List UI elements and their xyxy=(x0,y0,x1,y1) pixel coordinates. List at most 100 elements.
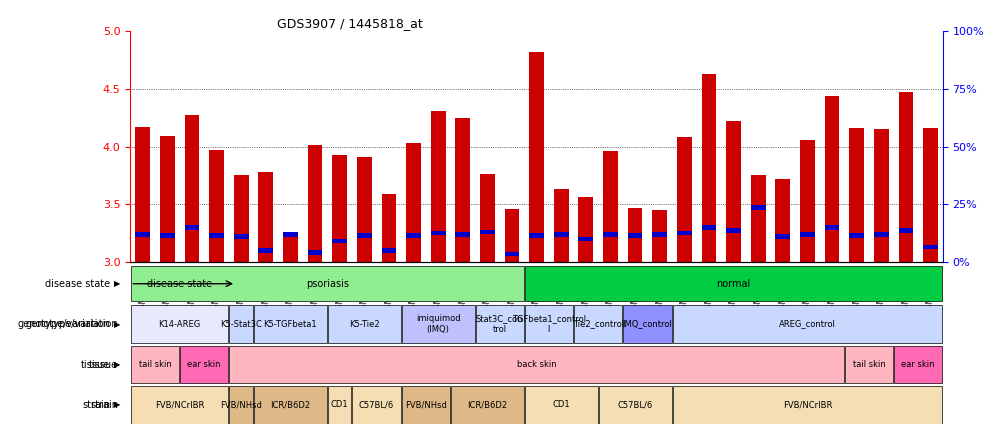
FancyBboxPatch shape xyxy=(475,305,523,343)
Bar xyxy=(602,232,617,237)
FancyBboxPatch shape xyxy=(254,305,327,343)
Bar xyxy=(357,157,372,262)
FancyBboxPatch shape xyxy=(401,386,450,424)
Text: tissue: tissue xyxy=(89,360,118,369)
Text: FVB/NHsd: FVB/NHsd xyxy=(405,400,446,409)
Bar xyxy=(700,74,715,262)
Text: genotype/variation: genotype/variation xyxy=(18,319,110,329)
Text: ▶: ▶ xyxy=(114,320,120,329)
Bar xyxy=(602,151,617,262)
FancyBboxPatch shape xyxy=(229,386,253,424)
Text: disease state: disease state xyxy=(45,279,110,289)
Bar xyxy=(233,234,248,239)
Bar xyxy=(430,231,445,235)
Text: CD1: CD1 xyxy=(331,400,348,409)
Bar xyxy=(308,145,322,262)
Text: tissue: tissue xyxy=(81,360,110,369)
Bar xyxy=(725,121,740,262)
FancyBboxPatch shape xyxy=(229,346,843,383)
FancyBboxPatch shape xyxy=(524,266,942,301)
Text: AREG_control: AREG_control xyxy=(779,320,835,329)
Bar xyxy=(750,206,765,210)
Bar xyxy=(775,179,790,262)
Bar xyxy=(849,233,863,238)
Text: FVB/NCrIBR: FVB/NCrIBR xyxy=(782,400,832,409)
FancyBboxPatch shape xyxy=(180,346,228,383)
Bar xyxy=(455,232,470,237)
FancyBboxPatch shape xyxy=(328,386,351,424)
Bar xyxy=(553,232,568,237)
FancyBboxPatch shape xyxy=(622,305,671,343)
Bar xyxy=(898,229,913,233)
Bar xyxy=(308,250,322,255)
Bar xyxy=(898,92,913,262)
Text: ICR/B6D2: ICR/B6D2 xyxy=(271,400,311,409)
Text: back skin: back skin xyxy=(516,360,556,369)
FancyBboxPatch shape xyxy=(598,386,671,424)
FancyBboxPatch shape xyxy=(893,346,942,383)
Text: IMQ_control: IMQ_control xyxy=(622,320,671,329)
Bar xyxy=(135,232,150,237)
FancyBboxPatch shape xyxy=(844,346,892,383)
Bar xyxy=(184,225,199,230)
Bar xyxy=(381,194,396,262)
Bar xyxy=(800,139,814,262)
FancyBboxPatch shape xyxy=(524,305,572,343)
Text: CD1: CD1 xyxy=(552,400,569,409)
Text: FVB/NCrIBR: FVB/NCrIBR xyxy=(154,400,204,409)
Bar xyxy=(357,233,372,238)
Text: ▶: ▶ xyxy=(114,400,120,409)
Text: GDS3907 / 1445818_at: GDS3907 / 1445818_at xyxy=(277,17,422,30)
Bar xyxy=(430,111,445,262)
Bar xyxy=(406,233,421,238)
Bar xyxy=(159,136,174,262)
Bar xyxy=(135,127,150,262)
Text: C57BL/6: C57BL/6 xyxy=(359,400,394,409)
Text: ▶: ▶ xyxy=(114,279,120,288)
Bar xyxy=(750,175,765,262)
Bar xyxy=(651,232,666,237)
FancyBboxPatch shape xyxy=(671,386,942,424)
Bar xyxy=(209,150,223,262)
Bar xyxy=(873,129,888,262)
Text: ▶: ▶ xyxy=(114,360,120,369)
Text: strain: strain xyxy=(82,400,110,410)
Bar xyxy=(381,248,396,253)
Text: ICR/B6D2: ICR/B6D2 xyxy=(467,400,507,409)
Text: tail skin: tail skin xyxy=(852,360,885,369)
Text: tail skin: tail skin xyxy=(138,360,171,369)
FancyBboxPatch shape xyxy=(130,305,228,343)
Bar xyxy=(873,232,888,237)
Bar xyxy=(700,225,715,230)
Text: ear skin: ear skin xyxy=(187,360,220,369)
Text: K14-AREG: K14-AREG xyxy=(158,320,200,329)
FancyBboxPatch shape xyxy=(573,305,621,343)
Bar xyxy=(259,172,273,262)
FancyBboxPatch shape xyxy=(401,305,474,343)
FancyBboxPatch shape xyxy=(524,386,597,424)
Text: strain: strain xyxy=(90,400,118,410)
Text: disease state: disease state xyxy=(146,279,211,289)
Bar xyxy=(627,233,642,238)
Text: ear skin: ear skin xyxy=(901,360,934,369)
FancyBboxPatch shape xyxy=(328,305,401,343)
Bar xyxy=(553,189,568,262)
Bar xyxy=(578,237,592,241)
Bar xyxy=(824,225,839,230)
Text: TGFbeta1_control
l: TGFbeta1_control l xyxy=(511,314,585,334)
Text: Tie2_control: Tie2_control xyxy=(572,320,623,329)
Bar xyxy=(233,175,248,262)
FancyBboxPatch shape xyxy=(671,305,942,343)
Bar xyxy=(725,229,740,233)
Bar xyxy=(455,118,470,262)
Text: K5-TGFbeta1: K5-TGFbeta1 xyxy=(264,320,317,329)
Bar xyxy=(504,209,519,262)
Text: Stat3C_con
trol: Stat3C_con trol xyxy=(476,314,523,334)
Bar xyxy=(504,252,519,256)
Text: normal: normal xyxy=(715,279,749,289)
Bar xyxy=(406,143,421,262)
Bar xyxy=(849,128,863,262)
Bar xyxy=(651,210,666,262)
Text: C57BL/6: C57BL/6 xyxy=(617,400,652,409)
FancyBboxPatch shape xyxy=(352,386,401,424)
